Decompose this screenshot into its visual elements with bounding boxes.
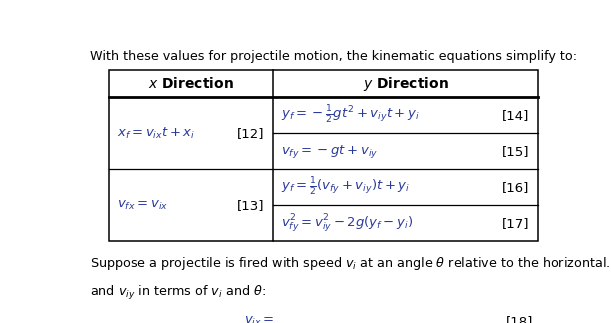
Text: $v_{fy}^2 = v_{iy}^2 - 2g(y_f - y_i)$: $v_{fy}^2 = v_{iy}^2 - 2g(y_f - y_i)$ <box>282 212 414 234</box>
Text: Suppose a projectile is fired with speed $v_i$ at an angle $\theta$ relative to : Suppose a projectile is fired with speed… <box>90 255 611 272</box>
Text: [18]: [18] <box>506 315 533 323</box>
Text: $y_f = \frac{1}{2}(v_{fy} + v_{iy})t + y_i$: $y_f = \frac{1}{2}(v_{fy} + v_{iy})t + y… <box>282 176 411 198</box>
Text: $v_{fx} = v_{ix}$: $v_{fx} = v_{ix}$ <box>117 199 168 212</box>
Text: $\mathit{x}$ Direction: $\mathit{x}$ Direction <box>148 76 233 91</box>
Text: [13]: [13] <box>237 199 265 212</box>
Text: [15]: [15] <box>502 145 530 158</box>
Text: $y_f = -\frac{1}{2}gt^2 + v_{iy}t + y_i$: $y_f = -\frac{1}{2}gt^2 + v_{iy}t + y_i$ <box>282 104 420 126</box>
Text: [12]: [12] <box>237 127 265 140</box>
Text: $x_f = v_{ix}t + x_i$: $x_f = v_{ix}t + x_i$ <box>117 126 196 141</box>
FancyBboxPatch shape <box>109 70 538 242</box>
Text: $v_{fy} = -gt + v_{iy}$: $v_{fy} = -gt + v_{iy}$ <box>282 143 379 160</box>
Text: $v_{ix} = $: $v_{ix} = $ <box>244 315 275 323</box>
Text: With these values for projectile motion, the kinematic equations simplify to:: With these values for projectile motion,… <box>90 50 577 63</box>
Text: $\mathit{y}$ Direction: $\mathit{y}$ Direction <box>362 75 448 93</box>
Text: [17]: [17] <box>502 217 530 230</box>
Text: [14]: [14] <box>502 109 530 122</box>
Text: [16]: [16] <box>502 181 530 194</box>
Text: and $v_{iy}$ in terms of $v_i$ and $\theta$:: and $v_{iy}$ in terms of $v_i$ and $\the… <box>90 284 266 302</box>
